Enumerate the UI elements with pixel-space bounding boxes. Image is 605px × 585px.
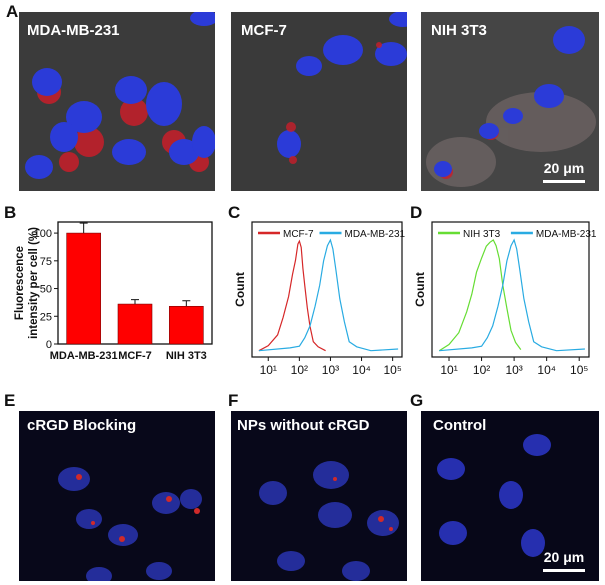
histogram-series-1 xyxy=(258,238,399,352)
bar-chart-frame xyxy=(57,221,213,345)
micrograph-mda-mb-231: MDA-MB-231 xyxy=(19,12,215,191)
x-tick-label: 10⁵ xyxy=(570,363,588,377)
histogram-frame xyxy=(431,221,590,358)
micrograph-control-image xyxy=(437,434,551,557)
x-tick-label: 10⁵ xyxy=(383,363,401,377)
x-tick-label: 10¹ xyxy=(440,363,457,377)
y-tick-label: 50 xyxy=(40,284,52,296)
micrograph-label-control: Control xyxy=(433,417,487,434)
panel-label-g: G xyxy=(410,391,424,410)
bar xyxy=(117,303,153,345)
micrograph-nps-without-crgd: NPs without cRGD xyxy=(231,411,407,581)
panel-label-b: B xyxy=(4,203,17,222)
micrograph-mda-image xyxy=(25,12,215,179)
bar-chart: 0 25 50 75 100 MDA-MB-231 MCF-7 NIH 3T3 Fluoresc… xyxy=(14,221,213,362)
bar xyxy=(169,305,204,345)
y-tick-label: 0 xyxy=(46,339,52,351)
panel-label-d: D xyxy=(410,203,423,222)
x-tick-label: 10² xyxy=(291,363,308,377)
x-tick-label: 10³ xyxy=(322,363,339,377)
micrograph-control: Control 20 μm xyxy=(421,411,599,581)
y-axis-label: Count xyxy=(413,272,427,307)
x-category-label: MDA-MB-231 xyxy=(50,350,118,362)
flow-histogram-d: 10¹ 10² 10³ 10⁴ 10⁵ NIH 3T3 MDA-MB-231 Count xyxy=(413,221,597,377)
micrograph-label-mcf7: MCF-7 xyxy=(241,22,287,39)
legend-label: NIH 3T3 xyxy=(463,229,501,240)
y-tick-label: 75 xyxy=(40,256,52,268)
micrograph-mcf-7: MCF-7 xyxy=(231,12,407,191)
legend-label: MCF-7 xyxy=(283,229,314,240)
flow-histogram-c: 10¹ 10² 10³ 10⁴ 10⁵ MCF-7 MDA-MB-231 Count xyxy=(233,221,406,377)
panel-label-c: C xyxy=(228,203,241,222)
y-tick-label: 25 xyxy=(40,311,52,323)
x-tick-label: 10⁴ xyxy=(537,363,556,377)
y-axis-label-line2: intensity per cell (%) xyxy=(28,227,40,339)
x-tick-label: 10⁴ xyxy=(352,363,371,377)
micrograph-crgd-blocking: cRGD Blocking xyxy=(19,411,215,581)
histogram-series-1 xyxy=(439,238,585,352)
histogram-frame xyxy=(251,221,403,358)
x-tick-label: 10³ xyxy=(505,363,522,377)
x-tick-label: 10² xyxy=(473,363,490,377)
panel-label-f: F xyxy=(228,391,239,410)
histogram-series-0 xyxy=(258,239,326,352)
histogram-series-0 xyxy=(438,239,522,352)
scale-bar-label-top: 20 μm xyxy=(543,160,585,176)
micrograph-label-nps: NPs without cRGD xyxy=(237,417,370,434)
micrograph-crgd-image xyxy=(58,467,202,581)
scale-bar-label-bottom: 20 μm xyxy=(543,549,585,565)
legend-label: MDA-MB-231 xyxy=(536,229,597,240)
x-tick-label: 10¹ xyxy=(260,363,277,377)
micrograph-nih-3t3: NIH 3T3 20 μm xyxy=(421,12,599,191)
micrograph-label-nih: NIH 3T3 xyxy=(431,22,487,39)
panel-label-e: E xyxy=(4,391,16,410)
y-axis-label: Count xyxy=(233,272,247,307)
micrograph-label-crgd: cRGD Blocking xyxy=(27,417,137,434)
bar xyxy=(66,232,101,345)
micrograph-mcf7-image xyxy=(277,12,407,164)
legend-label: MDA-MB-231 xyxy=(345,229,406,240)
x-category-label: NIH 3T3 xyxy=(166,350,207,362)
y-tick-label: 100 xyxy=(34,228,52,240)
y-axis-label: Fluorescence xyxy=(14,246,26,320)
micrograph-nih-image xyxy=(426,26,596,187)
scale-bar-top xyxy=(543,180,585,183)
micrograph-nps-image xyxy=(259,461,399,581)
scale-bar-bottom xyxy=(543,569,585,572)
panel-label-a: A xyxy=(6,2,19,21)
x-category-label: MCF-7 xyxy=(118,350,152,362)
micrograph-label-mda: MDA-MB-231 xyxy=(27,22,120,39)
